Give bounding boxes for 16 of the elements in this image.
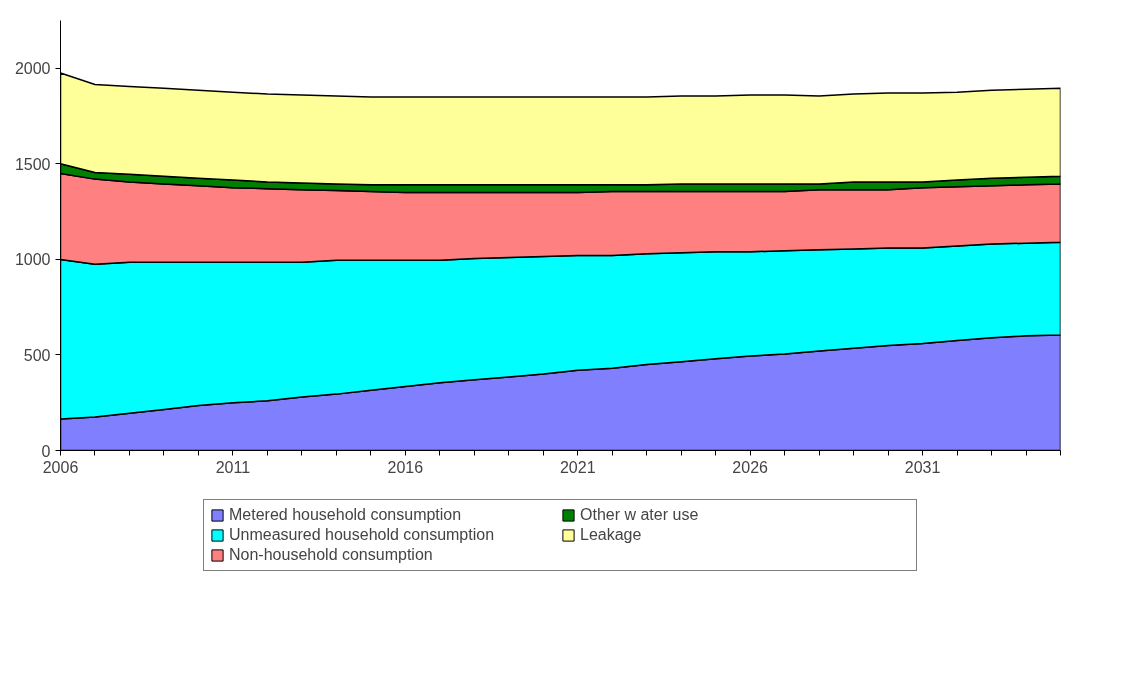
x-tick-label: 2026 [732,458,769,476]
x-tick-label: 2011 [215,458,251,476]
y-tick-label: 500 [23,346,51,364]
x-tick-label: 2021 [559,458,596,476]
x-tick-label: 2016 [387,458,424,476]
legend-label: Other w ater use [580,506,700,524]
legend-label: Unmeasured household consumption [229,526,496,544]
legend-label: Metered household consumption [229,506,463,524]
legend-label: Leakage [580,526,643,544]
x-tick-label: 2006 [42,458,79,476]
y-tick-label: 1000 [14,251,51,269]
x-tick-label: 2031 [904,458,941,476]
legend-label: Non-household consumption [229,546,434,564]
y-tick-label: 0 [41,442,51,460]
y-tick-label: 2000 [14,60,51,78]
y-tick-label: 1500 [14,155,51,173]
